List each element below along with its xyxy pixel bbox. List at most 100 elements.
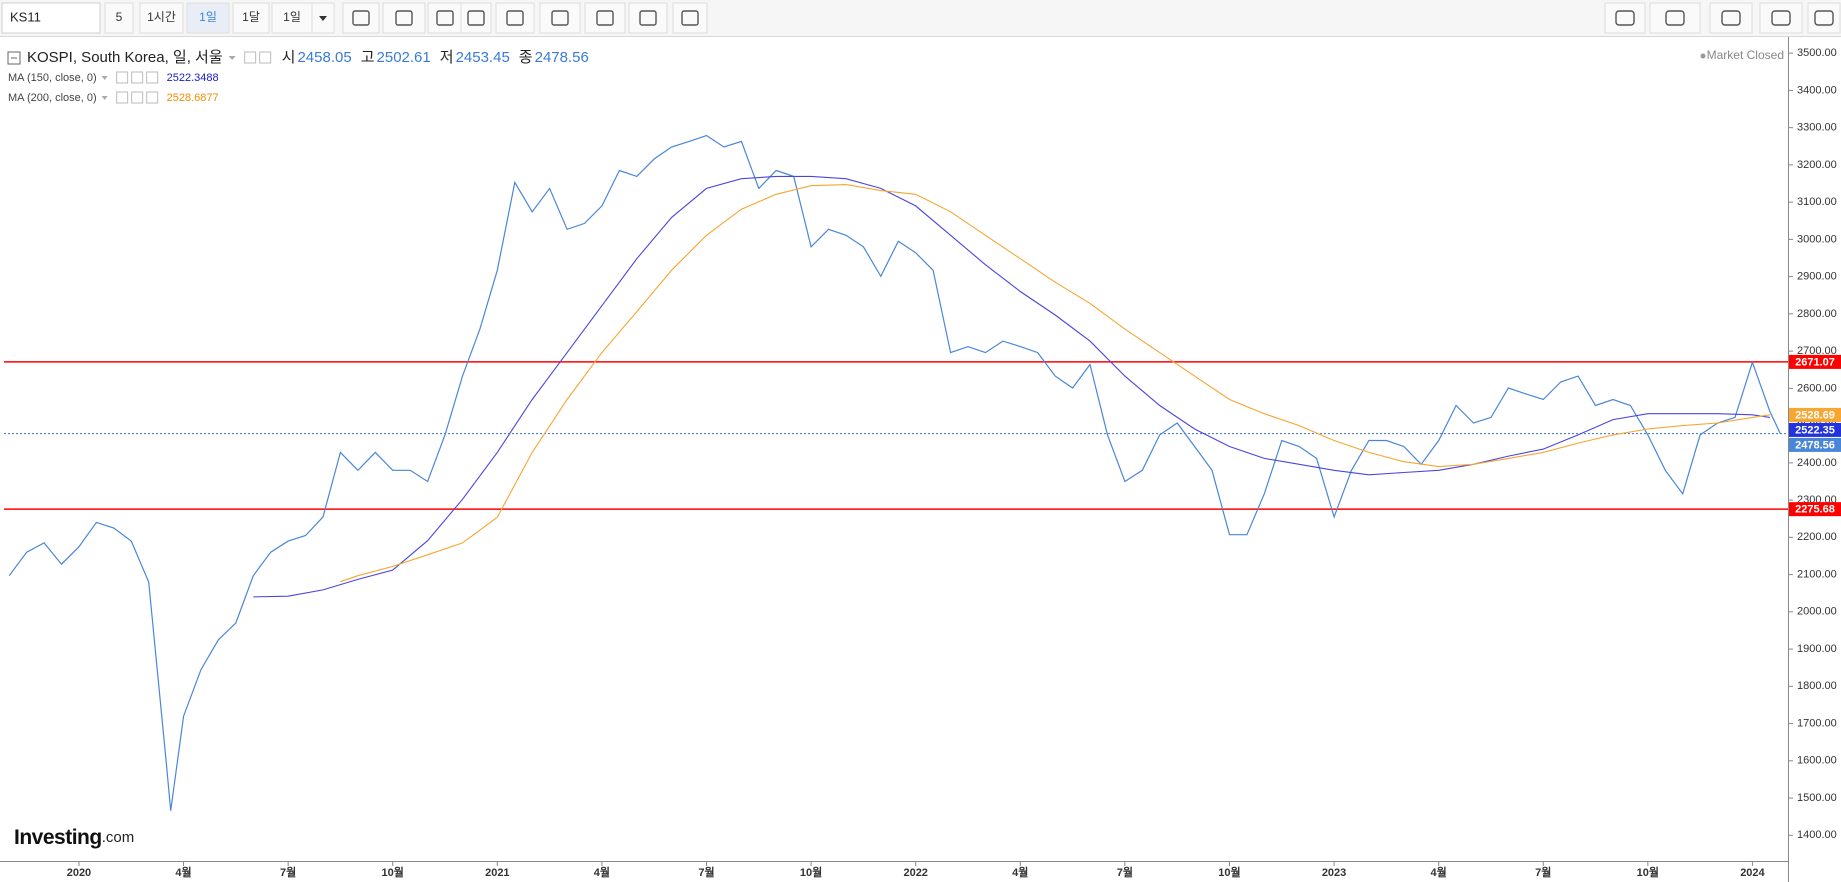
tool-button[interactable] xyxy=(672,2,708,34)
x-tick-label: 4월 xyxy=(1431,865,1447,879)
moving-average-line xyxy=(340,184,1770,583)
logo: Investing.com xyxy=(14,826,134,849)
legend-icon xyxy=(131,91,144,104)
tool-button[interactable] xyxy=(460,2,492,34)
tool-button[interactable] xyxy=(1759,2,1803,34)
tool-icon xyxy=(506,10,524,26)
x-tick-label: 7월 xyxy=(698,865,714,879)
x-tick-label: 7월 xyxy=(1117,865,1133,879)
x-tick-label: 10월 xyxy=(1218,865,1240,879)
title-dropdown xyxy=(228,56,236,60)
x-tick-label: 10월 xyxy=(800,865,822,879)
tool-button[interactable] xyxy=(1709,2,1753,34)
legend-icon xyxy=(116,71,129,84)
price-label: 2478.56 xyxy=(1795,439,1835,451)
market-status: Market Closed xyxy=(1707,48,1784,62)
price-label-box xyxy=(1789,502,1841,517)
quote-label: 종 xyxy=(519,49,533,66)
quotes: 시 2458.05 고 2502.61 저 2453.45 종 2478.56 xyxy=(282,49,589,66)
y-tick-label: 2600.00 xyxy=(1797,382,1837,394)
tool-icon xyxy=(1615,10,1635,26)
tool-icon xyxy=(395,10,413,26)
quote-value: 2478.56 xyxy=(535,49,589,66)
tool-button[interactable] xyxy=(342,2,380,34)
tool-button[interactable] xyxy=(1649,2,1701,34)
y-tick-label: 2400.00 xyxy=(1797,457,1837,469)
x-tick-label: 4월 xyxy=(175,865,191,879)
tool-icon xyxy=(639,10,657,26)
interval-button[interactable] xyxy=(139,2,184,34)
tool-button[interactable] xyxy=(1807,2,1841,34)
logo-suffix: .com xyxy=(102,829,135,846)
x-tick-label: 7월 xyxy=(280,865,296,879)
x-tick-label: 2020 xyxy=(67,867,91,879)
tool-button[interactable] xyxy=(584,2,626,34)
tool-icon xyxy=(467,10,485,26)
interval-label[interactable]: 1일 xyxy=(283,10,301,24)
tool-button[interactable] xyxy=(628,2,668,34)
tool-icon xyxy=(551,10,569,26)
quote-label: 저 xyxy=(440,49,454,66)
x-tick-label: 10월 xyxy=(382,865,404,879)
price-label: 2275.68 xyxy=(1795,504,1835,516)
y-tick-label: 3000.00 xyxy=(1797,233,1837,245)
interval-button[interactable] xyxy=(186,2,230,34)
interval-button[interactable] xyxy=(232,2,270,34)
tool-button[interactable] xyxy=(427,2,463,34)
y-tick-label: 2700.00 xyxy=(1797,345,1837,357)
quote-label: 시 xyxy=(282,49,296,66)
x-tick-label: 2023 xyxy=(1322,867,1346,879)
legend-icon xyxy=(259,51,272,64)
tool-button[interactable] xyxy=(495,2,535,34)
y-tick-label: 2900.00 xyxy=(1797,271,1837,283)
chart-title: KOSPI, South Korea, 일, 서울 xyxy=(27,49,223,66)
legend-value: 2528.6877 xyxy=(167,92,219,104)
y-tick-label: 2000.00 xyxy=(1797,606,1837,618)
price-label-box xyxy=(1789,422,1841,437)
legend-name: MA (150, close, 0) xyxy=(8,72,97,84)
y-tick-label: 1700.00 xyxy=(1797,717,1837,729)
x-tick-label: 10월 xyxy=(1637,865,1659,879)
tool-button[interactable] xyxy=(539,2,581,34)
x-tick-label: 4월 xyxy=(594,865,610,879)
x-tick-label: 2021 xyxy=(485,867,509,879)
quote-value: 2453.45 xyxy=(456,49,510,66)
symbol-input[interactable] xyxy=(1,2,101,34)
legend-name: MA (200, close, 0) xyxy=(8,92,97,104)
collapse-icon[interactable] xyxy=(7,51,21,65)
y-tick-label: 2100.00 xyxy=(1797,568,1837,580)
legend-value: 2522.3488 xyxy=(167,72,219,84)
tool-button[interactable] xyxy=(1604,2,1646,34)
tool-icon xyxy=(436,10,454,26)
x-tick-label: 2022 xyxy=(903,867,927,879)
price-label: 2528.69 xyxy=(1795,409,1835,421)
interval-label[interactable]: 5 xyxy=(116,10,123,24)
interval-label[interactable]: 1시간 xyxy=(147,10,176,24)
status-dot xyxy=(1700,53,1706,59)
price-label: 2522.35 xyxy=(1795,424,1835,436)
tool-icon xyxy=(681,10,699,26)
tool-icon xyxy=(596,10,614,26)
legend-dropdown xyxy=(101,76,108,80)
y-tick-label: 3100.00 xyxy=(1797,196,1837,208)
x-tick-label: 4월 xyxy=(1012,865,1028,879)
price-line xyxy=(8,134,1781,811)
logo-name: Investing xyxy=(14,826,102,849)
interval-label[interactable]: 1달 xyxy=(242,10,260,24)
interval-button[interactable] xyxy=(271,2,313,34)
tool-icon xyxy=(1721,10,1741,26)
tool-button[interactable] xyxy=(382,2,426,34)
x-tick-label: 2024 xyxy=(1740,867,1765,879)
y-tick-label: 2200.00 xyxy=(1797,531,1837,543)
interval-label[interactable]: 1일 xyxy=(199,10,217,24)
quote-value: 2502.61 xyxy=(377,49,431,66)
tool-icon xyxy=(352,10,370,26)
tool-icon xyxy=(1665,10,1685,26)
x-tick-label: 7월 xyxy=(1535,865,1551,879)
legend-icon xyxy=(116,91,129,104)
interval-button[interactable] xyxy=(104,2,134,34)
y-tick-label: 3300.00 xyxy=(1797,122,1837,134)
